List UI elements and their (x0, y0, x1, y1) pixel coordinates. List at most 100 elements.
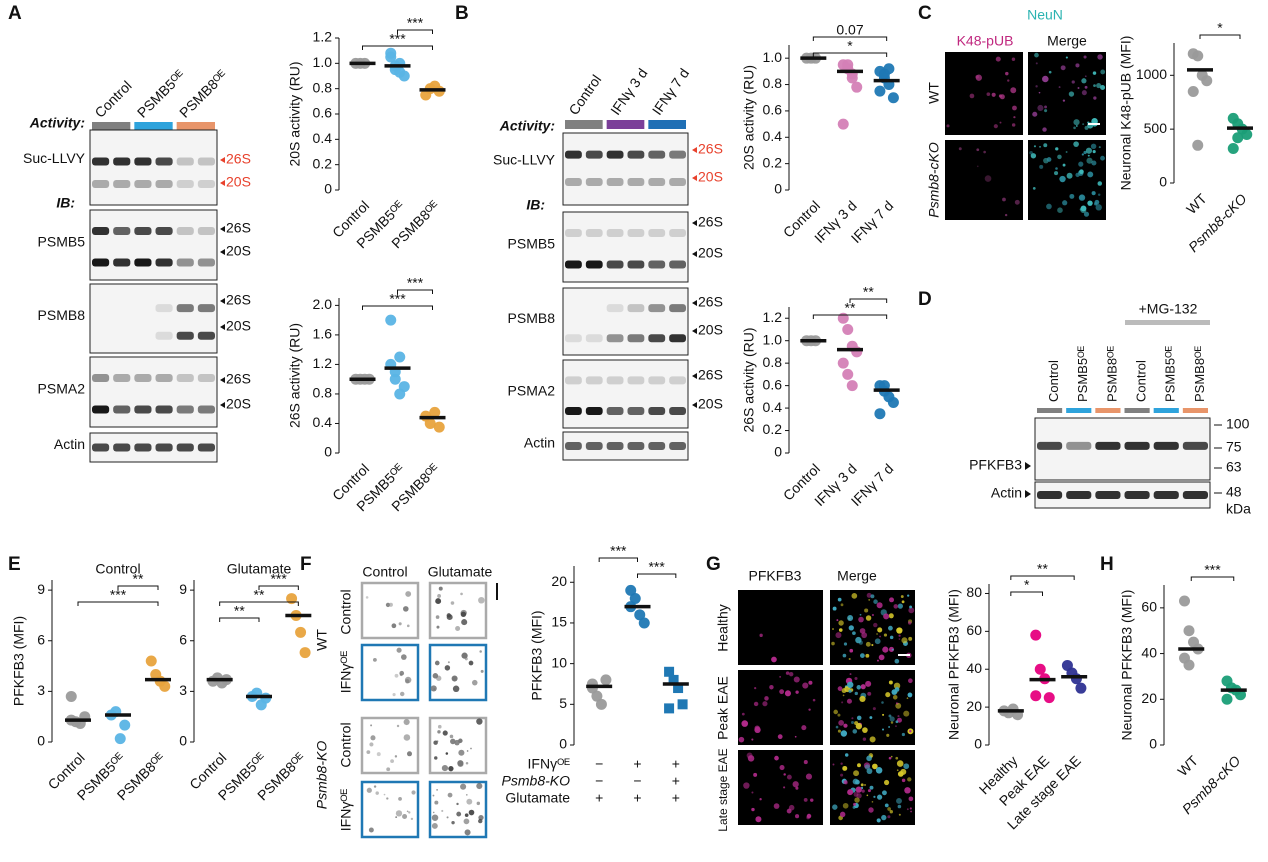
image-detail (852, 631, 856, 636)
condition-mark: + (672, 756, 680, 772)
image-detail (1062, 163, 1066, 167)
image-detail (751, 791, 754, 794)
image-detail (1062, 99, 1066, 102)
data-point (1201, 75, 1213, 87)
band (1095, 491, 1121, 499)
significance-label: ** (254, 587, 265, 603)
image-detail (388, 602, 393, 607)
band (606, 376, 624, 385)
activity-label: Activity: (499, 118, 555, 134)
image-detail (872, 707, 876, 711)
image-detail (394, 755, 398, 758)
band (176, 258, 194, 267)
band (197, 331, 215, 340)
band (669, 376, 686, 385)
image-detail (396, 724, 400, 728)
band (176, 157, 194, 166)
image-detail (838, 628, 843, 632)
image-detail (461, 619, 468, 626)
data-point (119, 719, 131, 731)
band-label: 26S (698, 141, 723, 157)
image-detail (398, 797, 402, 801)
image-detail (1037, 104, 1044, 111)
image-detail (437, 730, 441, 734)
image-detail (898, 634, 901, 637)
image-detail (881, 728, 885, 731)
y-tick-label: 9 (37, 581, 45, 597)
image-detail (840, 773, 844, 777)
image-detail (452, 685, 460, 693)
band (197, 227, 215, 235)
y-tick-label: 0.8 (313, 385, 333, 401)
image-detail (1087, 171, 1094, 178)
data-point (634, 609, 646, 621)
ib-label: IB: (56, 195, 75, 211)
image-detail (795, 690, 799, 694)
image-detail (395, 816, 398, 818)
data-point (1183, 625, 1195, 637)
image-detail (835, 725, 839, 729)
marker-label: 63 (1226, 459, 1242, 475)
image-detail (1092, 71, 1097, 75)
band (565, 229, 582, 237)
image-detail (1071, 80, 1075, 84)
chart-title: Glutamate (227, 561, 292, 577)
image-detail (906, 697, 909, 699)
image-detail (437, 724, 442, 729)
image-detail (741, 720, 749, 727)
y-tick-label: 0.6 (763, 376, 783, 392)
image-detail (390, 759, 394, 764)
image-detail (842, 694, 845, 697)
band (176, 405, 194, 414)
image-detail (433, 740, 438, 745)
lane-label: Control (91, 78, 134, 121)
image-detail (803, 798, 808, 802)
image-detail (789, 671, 794, 677)
row-label: Psmb8-KO (314, 741, 330, 810)
blot (1034, 417, 1211, 481)
image-detail (849, 673, 852, 676)
image-detail (1039, 164, 1044, 169)
image-detail (1087, 154, 1090, 157)
arrowhead (220, 324, 225, 330)
band (606, 407, 624, 415)
lane-label: Control (1046, 360, 1061, 402)
image-detail (1054, 171, 1059, 176)
image-detail (975, 75, 979, 79)
significance-label: *** (389, 291, 406, 307)
data-point (600, 674, 612, 686)
image-detail (463, 818, 470, 825)
image-detail (777, 734, 783, 740)
y-tick-label: 6 (37, 631, 45, 647)
image-detail (888, 756, 892, 760)
image-detail (783, 786, 786, 789)
image-detail (369, 742, 374, 747)
arrowhead (692, 220, 697, 226)
protein-label: Actin (54, 436, 85, 452)
row-label: Late stage EAE (716, 748, 730, 831)
data-point (595, 698, 607, 710)
y-tick-label: 0.6 (313, 105, 333, 121)
y-axis-label: 26S activity (RU) (287, 323, 303, 428)
image-detail (465, 762, 469, 765)
image-detail (1097, 54, 1103, 60)
image-detail (1044, 109, 1048, 113)
image-detail (471, 679, 478, 686)
image-detail (783, 773, 786, 776)
data-point (664, 703, 675, 714)
image-detail (450, 601, 455, 605)
band-label: 20S (698, 396, 723, 412)
image-detail (366, 750, 371, 755)
band-label: 26S (698, 214, 723, 230)
image-detail (901, 732, 905, 737)
data-point (887, 396, 899, 408)
image-detail (805, 773, 813, 780)
image-detail (1075, 63, 1080, 68)
image (428, 643, 488, 702)
significance-bracket (258, 585, 299, 590)
image-detail (876, 602, 883, 609)
protein-label: PSMB8 (508, 310, 556, 326)
image-detail (991, 92, 996, 97)
image-detail (1100, 69, 1106, 75)
significance-label: *** (1204, 562, 1221, 578)
